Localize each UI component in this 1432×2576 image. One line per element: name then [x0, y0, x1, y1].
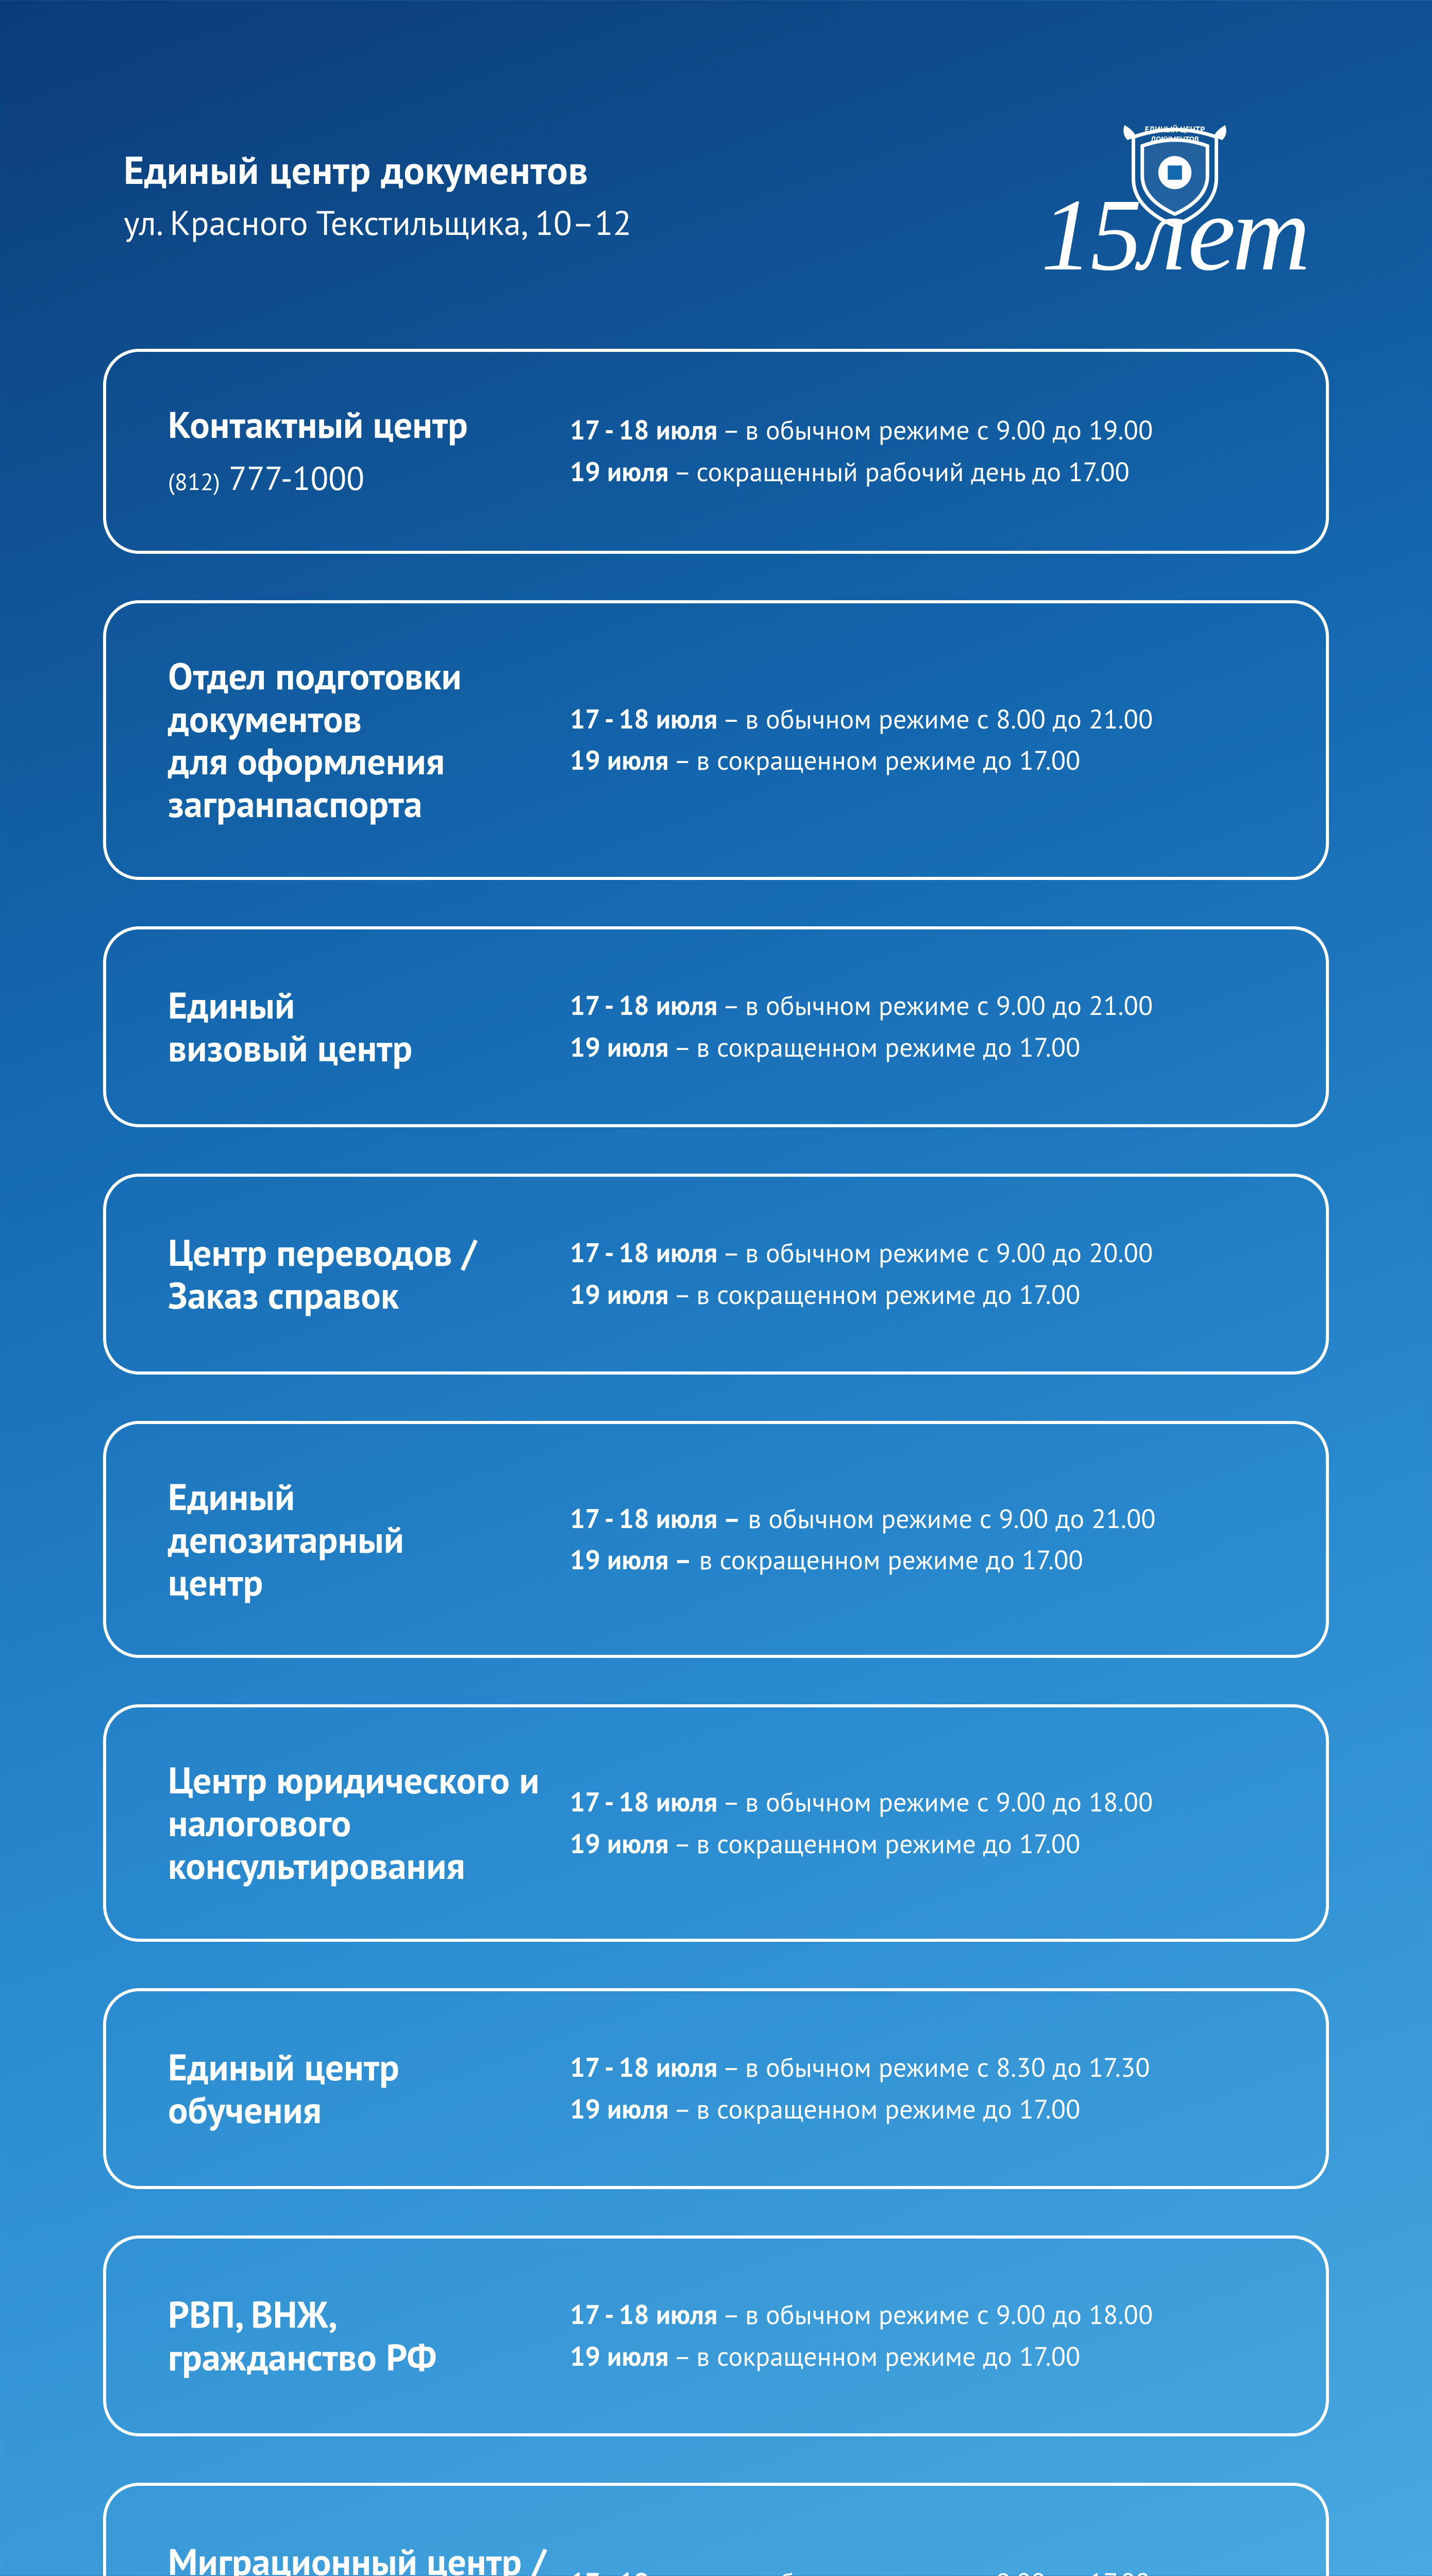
schedule-card: Единыйдепозитарныйцентр 17 - 18 июля – в …	[103, 1421, 1329, 1658]
schedule-line: 17 - 18 июля – в обычном режиме с 9.00 д…	[570, 1782, 1264, 1823]
schedule-line: 19 июля – в сокращенном режиме до 17.00	[570, 1274, 1264, 1316]
schedule-detail: – в сокращенном режиме до 17.00	[669, 743, 1081, 777]
card-schedule-block: 17 - 18 июля – в обычном режиме с 8.00 д…	[570, 699, 1264, 782]
schedule-dates: 19 июля	[570, 2092, 669, 2126]
schedule-line: 17 - 18 июля – в обычном режиме с 9.00 д…	[570, 985, 1264, 1027]
schedule-line: 19 июля – в сокращенном режиме до 17.00	[570, 2089, 1264, 2130]
schedule-line: 19 июля – в сокращенном режиме до 17.00	[570, 1027, 1264, 1069]
schedule-dates: 19 июля –	[570, 1543, 692, 1577]
card-schedule-block: 17 - 19 июля – в обычном режиме с 9.00 д…	[570, 2562, 1264, 2576]
schedule-card: Контактный центр (812) 777-1000 17 - 18 ию…	[103, 349, 1329, 554]
card-left-block: Единыйвизовый центр	[168, 984, 570, 1070]
schedule-detail: – в сокращенном режиме до 17.00	[669, 1826, 1081, 1861]
schedule-card: Центр юридического и налогового консульт…	[103, 1704, 1329, 1941]
schedule-dates: 17 - 18 июля	[570, 1235, 717, 1270]
card-left-block: Миграционный центр /Отдел тестирования	[168, 2540, 570, 2576]
schedule-dates: 19 июля	[570, 1277, 669, 1312]
schedule-detail: – в сокращенном режиме до 17.00	[669, 1030, 1081, 1064]
crest-text-top: ЕДИНЫЙ ЦЕНТР	[1144, 125, 1205, 135]
schedule-dates: 17 - 18 июля	[570, 1785, 717, 1819]
schedule-detail: в обычном режиме с 9.00 до 21.00	[741, 1501, 1156, 1536]
schedule-line: 19 июля – в сокращенном режиме до 17.00	[570, 740, 1264, 782]
schedule-detail: – в сокращенном режиме до 17.00	[669, 2339, 1081, 2374]
crest-icon: ЕДИНЫЙ ЦЕНТР ДОКУМЕНТОВ	[1116, 113, 1234, 232]
schedule-line: 17 - 18 июля – в обычном режиме с 9.00 д…	[570, 1498, 1264, 1540]
schedule-detail: – в обычном режиме с 9.00 до 20.00	[717, 1235, 1153, 1270]
crest-text-bottom: ДОКУМЕНТОВ	[1151, 134, 1199, 144]
schedule-dates: 17 - 18 июля –	[570, 1501, 741, 1536]
schedule-card: Центр переводов /Заказ справок 17 - 18 ию…	[103, 1174, 1329, 1375]
card-schedule-block: 17 - 18 июля – в обычном режиме с 9.00 д…	[570, 1498, 1264, 1581]
schedule-line: 17 - 18 июля – в обычном режиме с 8.00 д…	[570, 699, 1264, 740]
card-schedule-block: 17 - 18 июля – в обычном режиме с 9.00 д…	[570, 2294, 1264, 2377]
card-schedule-block: 17 - 18 июля – в обычном режиме с 9.00 д…	[570, 1232, 1264, 1315]
card-title: Отдел подготовки документовдля оформлени…	[168, 655, 549, 825]
schedule-detail: – в обычном режиме с 9.00 до 21.00	[717, 988, 1153, 1023]
schedule-dates: 17 - 18 июля	[570, 2297, 717, 2332]
card-left-block: Контактный центр (812) 777-1000	[168, 403, 570, 499]
card-left-block: Центр переводов /Заказ справок	[168, 1231, 570, 1317]
schedule-line: 17 - 18 июля – в обычном режиме с 9.00 д…	[570, 410, 1264, 451]
schedule-detail: – в обычном режиме с 9.00 до 17.00	[717, 2565, 1150, 2576]
card-left-block: Единый центробучения	[168, 2046, 570, 2131]
schedule-card: Миграционный центр /Отдел тестирования 17…	[103, 2483, 1329, 2576]
schedule-card: Отдел подготовки документовдля оформлени…	[103, 600, 1329, 880]
card-title: Единый центробучения	[168, 2046, 549, 2131]
schedule-detail: – в обычном режиме с 9.00 до 18.00	[717, 1785, 1153, 1819]
phone-number: 777-1000	[220, 456, 364, 499]
schedule-dates: 19 июля	[570, 454, 669, 489]
schedule-line: 19 июля – в сокращенном режиме до 17.00	[570, 1539, 1264, 1581]
card-schedule-block: 17 - 18 июля – в обычном режиме с 9.00 д…	[570, 410, 1264, 493]
card-title: Единыйдепозитарныйцентр	[168, 1476, 549, 1603]
schedule-card: РВП, ВНЖ,гражданство РФ 17 - 18 июля – в …	[103, 2235, 1329, 2436]
schedule-detail: – в обычном режиме с 8.30 до 17.30	[717, 2050, 1150, 2084]
card-title: Контактный центр	[168, 403, 549, 446]
card-title: РВП, ВНЖ,гражданство РФ	[168, 2293, 549, 2379]
org-title: Единый центр документов	[124, 144, 632, 195]
schedule-detail: – сокращенный рабочий день до 17.00	[669, 454, 1130, 489]
schedule-card: Единый центробучения 17 - 18 июля – в обы…	[103, 1988, 1329, 2189]
schedule-line: 19 июля – в сокращенном режиме до 17.00	[570, 2336, 1264, 2378]
card-schedule-block: 17 - 18 июля – в обычном режиме с 8.30 д…	[570, 2047, 1264, 2130]
card-left-block: Единыйдепозитарныйцентр	[168, 1476, 570, 1603]
schedule-line: 19 июля – сокращенный рабочий день до 17…	[570, 451, 1264, 493]
card-title: Центр переводов /Заказ справок	[168, 1231, 549, 1317]
page-header: Единый центр документов ул. Красного Тек…	[103, 113, 1329, 266]
card-phone: (812) 777-1000	[168, 456, 549, 499]
phone-area-code: (812)	[168, 466, 220, 497]
schedule-line: 17 - 18 июля – в обычном режиме с 8.30 д…	[570, 2047, 1264, 2089]
schedule-dates: 19 июля	[570, 2339, 669, 2374]
schedule-detail: – в обычном режиме с 9.00 до 18.00	[717, 2297, 1153, 2332]
org-address: ул. Красного Текстильщика, 10–12	[124, 201, 632, 245]
anniversary-logo: ЕДИНЫЙ ЦЕНТР ДОКУМЕНТОВ 15лет	[1041, 113, 1308, 266]
schedule-detail: – в обычном режиме с 8.00 до 21.00	[717, 702, 1153, 736]
card-title: Центр юридического и налогового консульт…	[168, 1759, 549, 1887]
schedule-detail: в сокращенном режиме до 17.00	[692, 1543, 1083, 1577]
card-title: Единыйвизовый центр	[168, 984, 549, 1070]
schedule-detail: – в обычном режиме с 9.00 до 19.00	[717, 413, 1153, 447]
schedule-dates: 19 июля	[570, 1030, 669, 1064]
schedule-line: 17 - 19 июля – в обычном режиме с 9.00 д…	[570, 2562, 1264, 2576]
schedule-dates: 17 - 18 июля	[570, 988, 717, 1023]
schedule-cards-list: Контактный центр (812) 777-1000 17 - 18 ию…	[103, 349, 1329, 2576]
schedule-card: Единыйвизовый центр 17 - 18 июля – в обыч…	[103, 926, 1329, 1127]
schedule-dates: 17 - 18 июля	[570, 413, 717, 447]
schedule-line: 19 июля – в сокращенном режиме до 17.00	[570, 1823, 1264, 1865]
schedule-dates: 17 - 19 июля	[570, 2565, 717, 2576]
card-left-block: Отдел подготовки документовдля оформлени…	[168, 655, 570, 825]
schedule-dates: 17 - 18 июля	[570, 702, 717, 736]
card-left-block: Центр юридического и налогового консульт…	[168, 1759, 570, 1887]
schedule-detail: – в сокращенном режиме до 17.00	[669, 1277, 1081, 1312]
card-schedule-block: 17 - 18 июля – в обычном режиме с 9.00 д…	[570, 1782, 1264, 1865]
schedule-line: 17 - 18 июля – в обычном режиме с 9.00 д…	[570, 2294, 1264, 2336]
schedule-dates: 19 июля	[570, 743, 669, 777]
card-schedule-block: 17 - 18 июля – в обычном режиме с 9.00 д…	[570, 985, 1264, 1068]
card-left-block: РВП, ВНЖ,гражданство РФ	[168, 2293, 570, 2379]
schedule-line: 17 - 18 июля – в обычном режиме с 9.00 д…	[570, 1232, 1264, 1274]
schedule-dates: 19 июля	[570, 1826, 669, 1861]
card-title: Миграционный центр /Отдел тестирования	[168, 2540, 549, 2576]
header-text-block: Единый центр документов ул. Красного Тек…	[124, 113, 632, 245]
schedule-detail: – в сокращенном режиме до 17.00	[669, 2092, 1081, 2126]
schedule-dates: 17 - 18 июля	[570, 2050, 717, 2084]
